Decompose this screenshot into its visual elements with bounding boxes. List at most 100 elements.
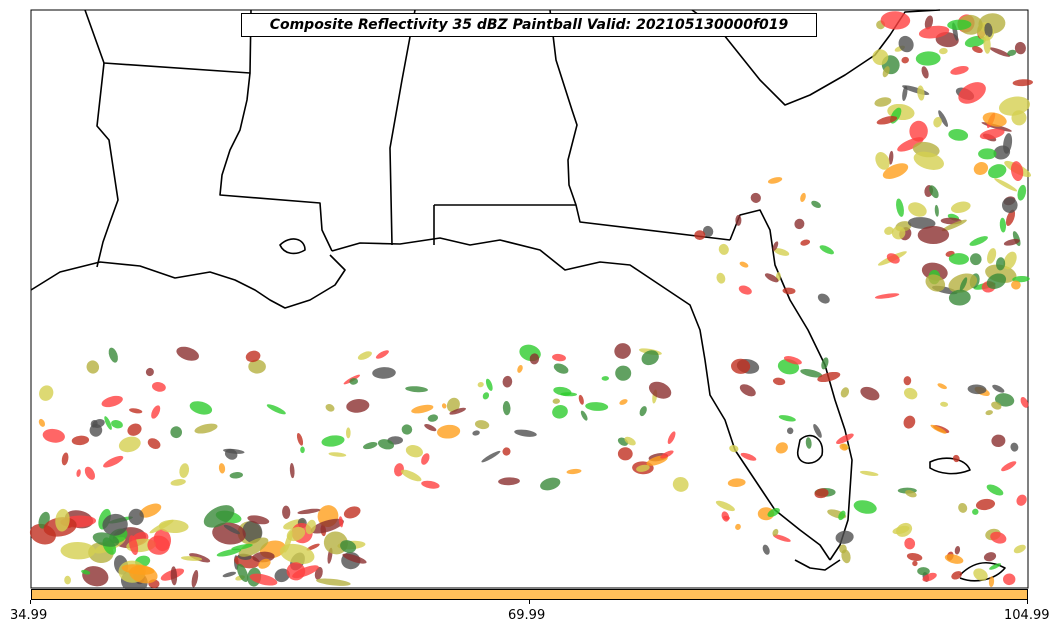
reflectivity-blob <box>580 410 588 421</box>
reflectivity-blob <box>950 65 969 75</box>
reflectivity-blob <box>994 393 1015 407</box>
reflectivity-blob <box>1002 197 1018 213</box>
reflectivity-blob <box>902 85 908 102</box>
reflectivity-blob <box>775 442 788 454</box>
reflectivity-blob <box>82 566 109 587</box>
reflectivity-blob <box>108 347 118 363</box>
reflectivity-blob <box>229 472 243 479</box>
reflectivity-blob <box>449 407 467 415</box>
reflectivity-blob <box>566 468 582 475</box>
reflectivity-blob <box>772 241 779 251</box>
reflectivity-blob <box>694 230 706 241</box>
reflectivity-blob <box>372 367 396 379</box>
reflectivity-blob <box>901 56 909 64</box>
reflectivity-blob <box>147 535 170 555</box>
reflectivity-blob <box>101 395 123 408</box>
reflectivity-blob <box>800 369 823 378</box>
reflectivity-blob <box>718 243 729 255</box>
reflectivity-blob <box>179 463 190 478</box>
reflectivity-blob <box>176 346 199 361</box>
reflectivity-blob <box>786 427 794 435</box>
reflectivity-blob <box>61 452 69 466</box>
reflectivity-blob <box>918 25 950 39</box>
reflectivity-blob <box>552 398 560 404</box>
reflectivity-blob <box>767 177 783 184</box>
reflectivity-blob <box>984 22 993 38</box>
reflectivity-blob <box>972 508 979 515</box>
reflectivity-blob <box>421 480 440 489</box>
reflectivity-blob <box>617 447 633 461</box>
reflectivity-blob <box>375 350 389 359</box>
reflectivity-blob <box>502 401 511 416</box>
reflectivity-blob <box>934 204 939 217</box>
reflectivity-blob <box>482 392 490 400</box>
reflectivity-blob <box>222 571 236 578</box>
reflectivity-blob <box>441 403 447 409</box>
reflectivity-blob <box>937 383 947 390</box>
reflectivity-blob <box>1016 494 1027 506</box>
reflectivity-blob <box>750 192 761 203</box>
reflectivity-blob <box>103 455 124 468</box>
reflectivity-blob <box>880 11 911 30</box>
reflectivity-blob <box>1003 573 1016 586</box>
reflectivity-blob <box>86 360 100 374</box>
reflectivity-blob <box>128 535 139 555</box>
reflectivity-blob <box>1003 251 1017 270</box>
reflectivity-blob <box>641 350 659 366</box>
reflectivity-blob <box>437 424 461 439</box>
reflectivity-blob <box>773 534 791 542</box>
reflectivity-blob <box>948 129 969 141</box>
reflectivity-blob <box>729 445 739 453</box>
reflectivity-blob <box>481 450 501 463</box>
reflectivity-blob <box>1010 442 1019 452</box>
reflectivity-blob <box>903 415 916 429</box>
colorbar-tick-max: 104.99 <box>1004 608 1050 623</box>
reflectivity-blob <box>266 404 286 415</box>
reflectivity-blob <box>860 386 880 401</box>
reflectivity-blob <box>735 523 741 530</box>
reflectivity-blob <box>357 351 372 360</box>
reflectivity-blob <box>639 406 647 417</box>
reflectivity-blob <box>735 214 742 226</box>
reflectivity-blob <box>969 236 988 246</box>
reflectivity-blob <box>903 376 912 386</box>
reflectivity-blob <box>421 453 430 465</box>
reflectivity-blob <box>477 381 484 388</box>
reflectivity-blob <box>64 575 72 585</box>
reflectivity-blob <box>42 428 65 443</box>
reflectivity-blob <box>238 537 269 557</box>
reflectivity-blob <box>245 350 261 363</box>
reflectivity-blob <box>794 218 805 230</box>
map-frame <box>30 9 1029 589</box>
reflectivity-blob <box>328 452 347 457</box>
reflectivity-blob <box>121 564 155 575</box>
reflectivity-blob <box>948 289 971 306</box>
reflectivity-blob <box>247 515 270 525</box>
reflectivity-blob <box>975 498 996 511</box>
reflectivity-blob <box>805 437 812 449</box>
reflectivity-blob <box>552 353 566 362</box>
reflectivity-blob <box>170 426 183 439</box>
reflectivity-blob <box>1013 544 1026 554</box>
reflectivity-blob <box>553 363 569 374</box>
reflectivity-blob <box>892 525 910 535</box>
reflectivity-blob <box>363 442 378 450</box>
reflectivity-blob <box>999 217 1007 233</box>
reflectivity-blob <box>908 202 927 217</box>
reflectivity-blob <box>989 563 1002 570</box>
reflectivity-blob <box>959 277 968 291</box>
reflectivity-blob <box>377 439 395 450</box>
reflectivity-blob <box>1017 184 1027 201</box>
reflectivity-blob <box>859 470 879 476</box>
reflectivity-blob <box>821 357 829 370</box>
reflectivity-blob <box>836 433 854 445</box>
reflectivity-blob <box>853 500 877 514</box>
reflectivity-blob <box>446 397 460 413</box>
reflectivity-blobs <box>29 11 1033 594</box>
reflectivity-blob <box>985 410 993 416</box>
reflectivity-blob <box>944 554 964 564</box>
reflectivity-blob <box>170 479 186 486</box>
reflectivity-blob <box>81 569 91 575</box>
reflectivity-blob <box>189 401 213 415</box>
